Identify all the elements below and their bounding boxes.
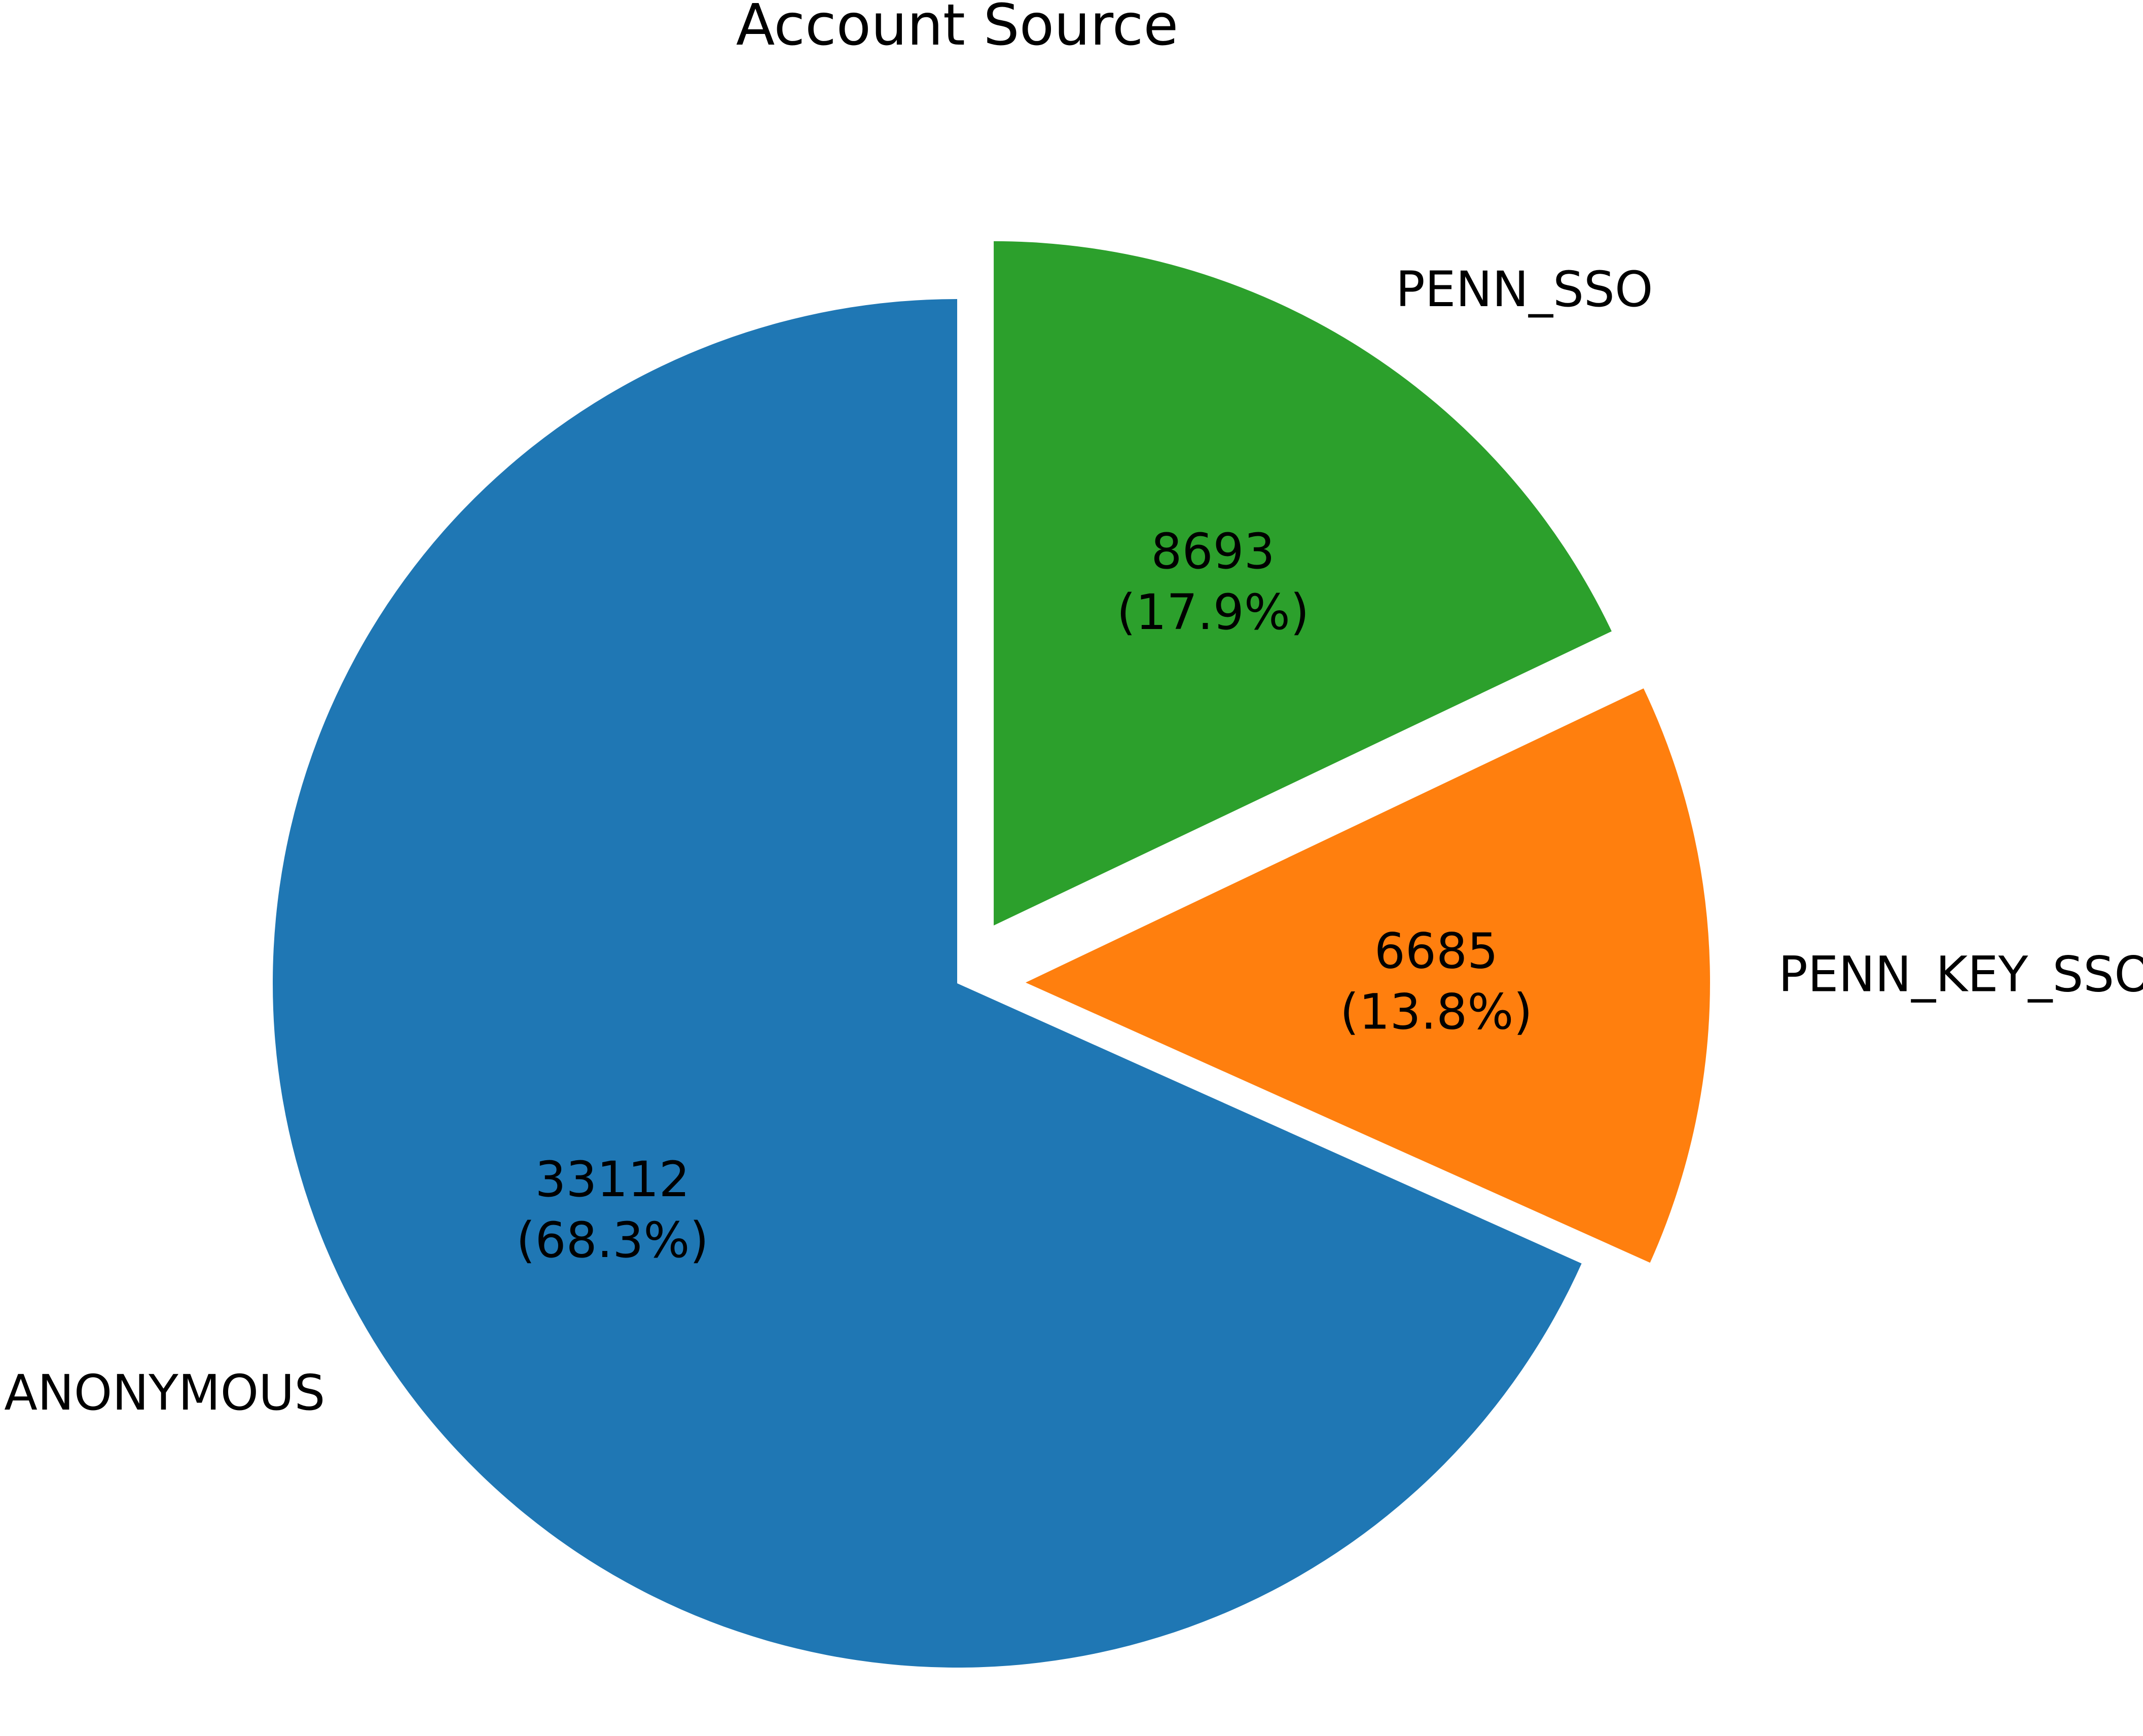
value-label-anonymous: 33112 [535,1151,689,1208]
category-label-penn-key-sso: PENN_KEY_SSO [1778,946,2143,1003]
percent-label-penn-sso: (17.9%) [1117,584,1310,641]
chart-title: Account Source [736,0,1178,58]
percent-label-anonymous: (68.3%) [516,1212,709,1269]
pie-slice-penn-key-sso [1025,688,1710,1263]
pie-labels: 33112(68.3%) ANONYMOUS 6685(13.8%) PENN_KEY… [4,261,2143,1421]
value-label-penn-sso: 8693 [1151,523,1275,580]
category-label-penn-sso: PENN_SSO [1396,261,1653,318]
pie-slice-penn-sso [994,241,1612,926]
pie-slice-anonymous [272,299,1582,1668]
value-label-penn-key-sso: 6685 [1374,922,1498,979]
pie-slices [272,241,1710,1668]
percent-label-penn-key-sso: (13.8%) [1340,983,1533,1040]
category-label-anonymous: ANONYMOUS [4,1364,325,1421]
